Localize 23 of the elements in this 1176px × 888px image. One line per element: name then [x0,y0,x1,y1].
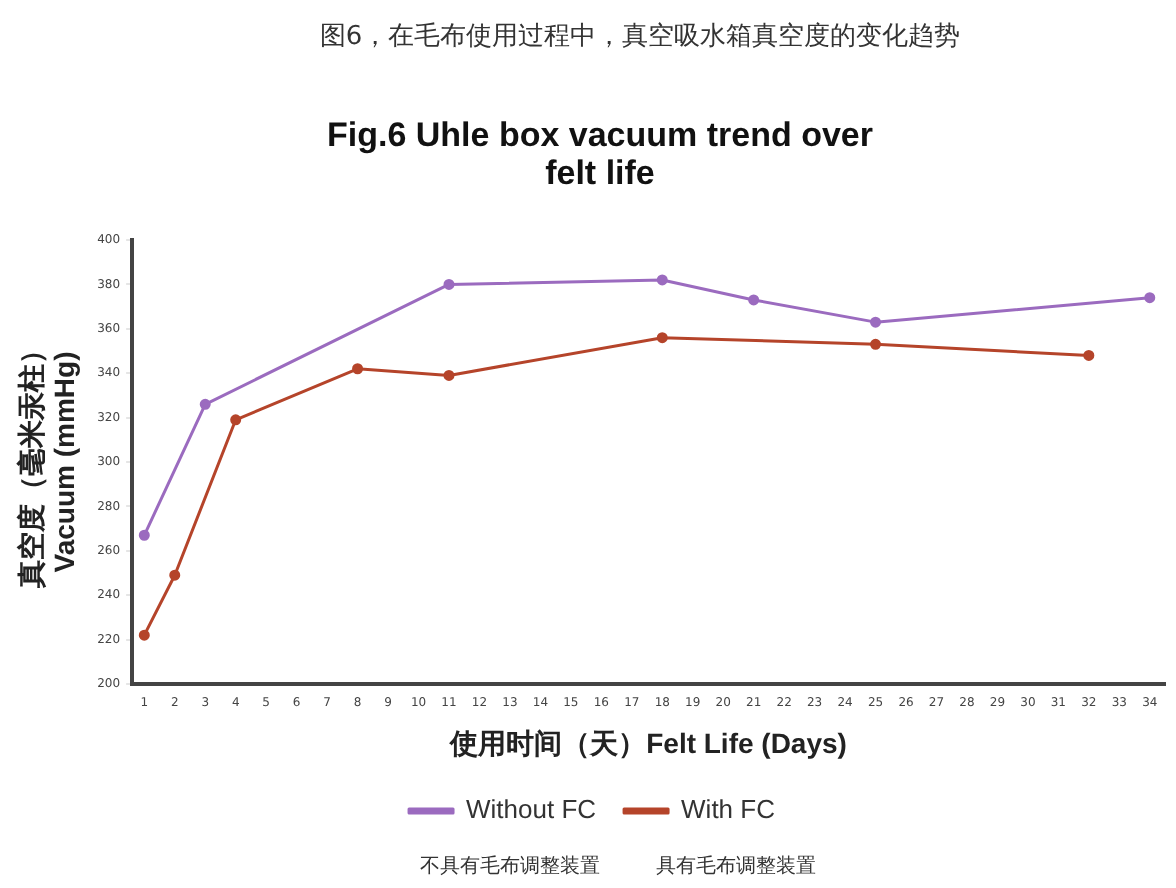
point [199,398,211,410]
point [169,569,181,581]
y-axis-title: 真空度（毫米汞柱） Vacuum (mmHg) [14,336,81,590]
point [656,332,668,344]
point [138,629,150,641]
chart-subtitle: Fig.6 Uhle box vacuum trend over felt life [324,116,875,192]
point [1144,292,1156,304]
text: 具有毛布调整装置 [656,856,816,878]
point [870,338,882,350]
point [352,363,364,375]
text: 不具有毛布调整装置 [420,856,600,878]
legend-label: Without FC [466,794,597,825]
point [138,529,150,541]
point [443,369,455,381]
point [870,316,882,328]
x-axis-title: 使用时间（天）Felt Life (Days) [448,726,847,759]
legend-label: With FC [681,794,775,825]
chart-title: 图6，在毛布使用过程中，真空吸水箱真空度的变化趋势 [317,20,963,54]
point [1083,349,1095,361]
point [748,294,760,306]
point [230,414,242,426]
point [443,278,455,290]
point [656,274,668,286]
